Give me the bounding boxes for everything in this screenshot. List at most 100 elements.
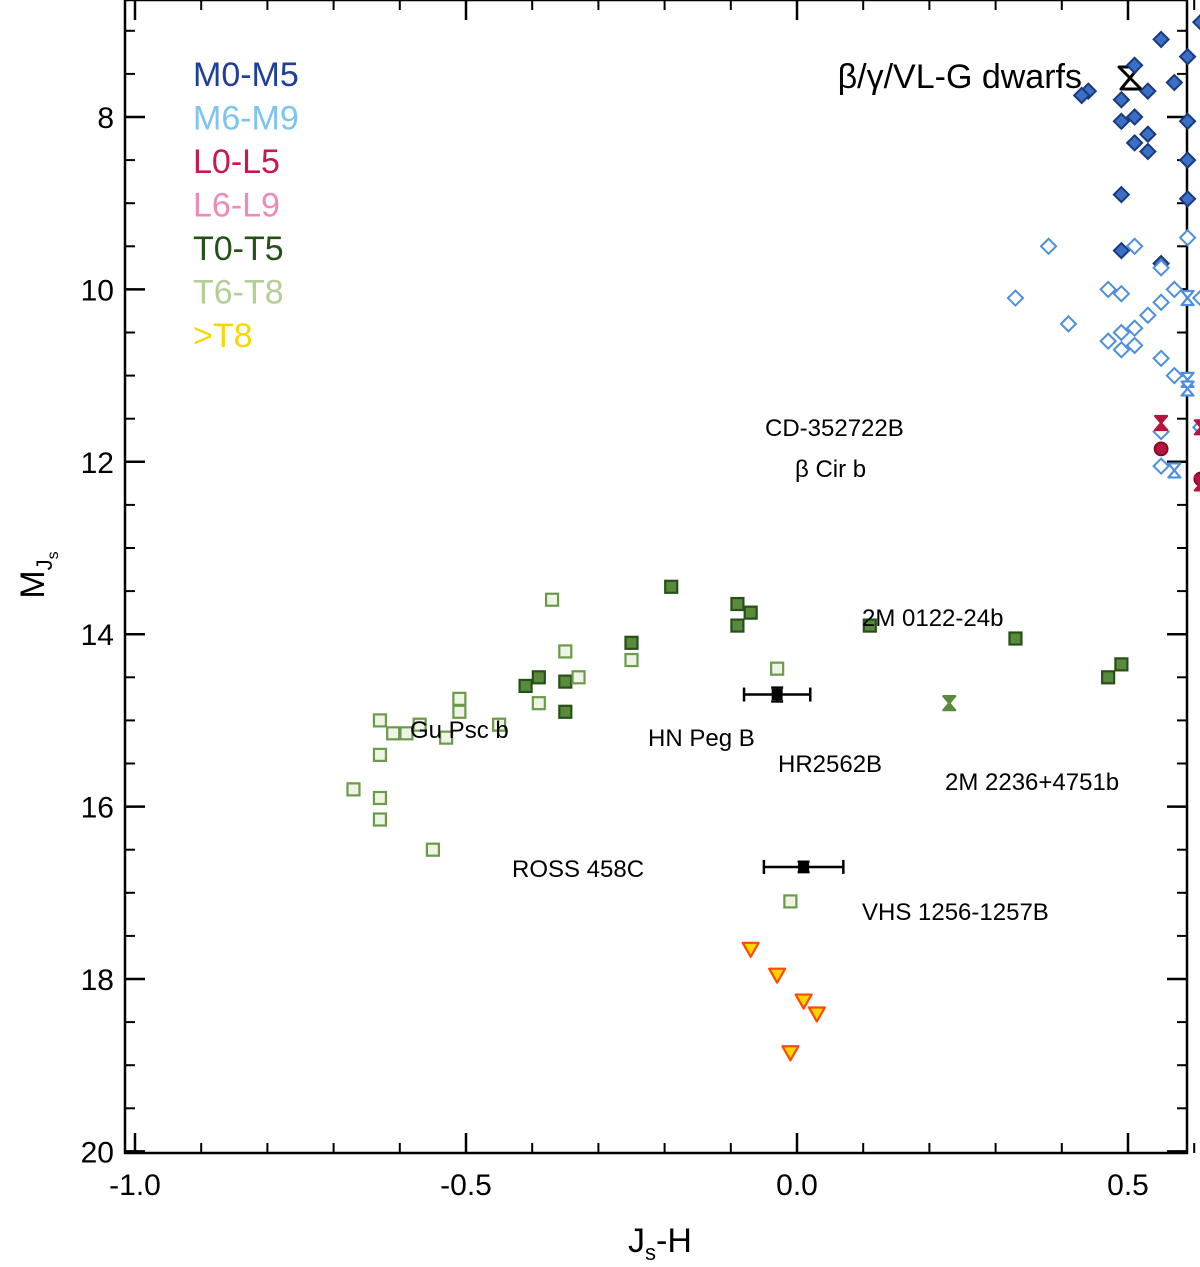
data-point xyxy=(412,717,427,732)
y-tick-label: 14 xyxy=(81,619,114,652)
data-point xyxy=(1114,657,1129,672)
data-point xyxy=(1152,457,1171,476)
data-point xyxy=(1125,336,1144,355)
data-point xyxy=(1125,108,1144,126)
data-point xyxy=(1125,133,1144,152)
data-point xyxy=(1112,241,1131,260)
vlg-point xyxy=(1180,289,1195,307)
companion-marker xyxy=(771,689,783,701)
plot-frame xyxy=(123,0,1189,1155)
data-point xyxy=(807,1006,826,1023)
legend-entry: L0-L5 xyxy=(193,143,280,181)
data-point xyxy=(1112,323,1131,342)
data-point xyxy=(1112,284,1131,303)
data-point xyxy=(1072,86,1091,105)
vlg-point xyxy=(1180,380,1195,397)
data-point xyxy=(1112,90,1131,109)
data-point xyxy=(544,592,560,607)
x-axis-title: Js-H xyxy=(628,1222,692,1265)
legend-entry: >T8 xyxy=(193,317,253,355)
data-point xyxy=(1039,237,1058,256)
data-point xyxy=(1125,319,1144,338)
data-point xyxy=(1112,185,1131,204)
data-point xyxy=(1125,56,1144,75)
data-point xyxy=(558,704,573,719)
data-point xyxy=(1101,670,1116,685)
data-point xyxy=(1112,112,1131,131)
data-point xyxy=(743,605,758,620)
data-point xyxy=(531,696,546,711)
data-point xyxy=(1191,289,1200,307)
data-point xyxy=(624,652,639,668)
companion-label: CD-352722B xyxy=(765,415,904,442)
y-axis-title: MJs xyxy=(14,551,62,598)
data-point xyxy=(741,941,760,958)
data-point xyxy=(1152,293,1171,312)
vlg-point xyxy=(942,695,957,712)
data-point xyxy=(1006,289,1025,307)
companion-label: HN Peg B xyxy=(648,725,755,752)
y-tick-label: 18 xyxy=(81,964,114,997)
data-point xyxy=(571,670,586,685)
data-point xyxy=(770,661,785,676)
data-point xyxy=(1178,151,1197,170)
symbol-legend-label: β/γ/VL-G dwarfs xyxy=(838,58,1082,96)
data-point xyxy=(1178,47,1197,66)
data-point xyxy=(783,894,798,909)
data-point xyxy=(1152,258,1171,277)
data-point xyxy=(1138,82,1157,101)
y-tick-label: 20 xyxy=(81,1136,114,1169)
data-point xyxy=(781,1045,800,1062)
data-point xyxy=(346,782,361,797)
highlight-label: HR2562B xyxy=(778,751,882,778)
data-point xyxy=(1008,631,1023,646)
data-point xyxy=(1165,280,1184,299)
data-point xyxy=(1138,125,1157,144)
spectral-type-legend: M0-M5 M6-M9 L0-L5 L6-L9 T0-T5 T6-T8 >T8 xyxy=(193,56,299,355)
data-point xyxy=(518,678,533,694)
data-point xyxy=(1138,306,1157,325)
data-point xyxy=(730,596,745,612)
x-tick-label: 0.0 xyxy=(776,1169,818,1202)
data-point xyxy=(1178,228,1197,247)
x-tick-label: 0.5 xyxy=(1107,1169,1149,1202)
companion-label: VHS 1256-1257B xyxy=(862,899,1049,926)
data-point xyxy=(1125,237,1144,256)
data-point xyxy=(1178,112,1197,131)
data-point xyxy=(372,713,388,728)
x-tick-label: -0.5 xyxy=(440,1169,492,1202)
data-point xyxy=(1178,189,1197,208)
y-tick-label: 16 xyxy=(81,792,114,825)
legend-entry: T6-T8 xyxy=(193,274,284,312)
legend-entry: L6-L9 xyxy=(193,187,280,225)
companion-marker xyxy=(798,861,810,873)
symbol-legend: β/γ/VL-G dwarfs xyxy=(838,58,1143,96)
legend-entry: M0-M5 xyxy=(193,56,299,94)
companion-label: 2M 0122-24b xyxy=(862,605,1003,632)
y-tick-label: 12 xyxy=(81,447,114,480)
x-tick-label: -1.0 xyxy=(109,1169,161,1202)
companion-label: ROSS 458C xyxy=(512,856,644,883)
data-point xyxy=(372,790,388,806)
vlg-dwarf-points xyxy=(942,289,1200,712)
data-point xyxy=(624,635,639,650)
data-point xyxy=(492,717,507,732)
data-point xyxy=(794,993,813,1010)
companion-objects: CD-352722B β Cir b 2M 0122-24b Gu Psc b HN P… xyxy=(410,415,1119,926)
data-point xyxy=(1099,280,1118,299)
data-point xyxy=(862,618,877,633)
y-tick-label: 8 xyxy=(97,102,114,135)
data-point xyxy=(452,704,467,719)
data-point xyxy=(664,579,679,594)
data-point xyxy=(386,726,401,741)
data-point xyxy=(558,644,573,659)
legend-entry: M6-M9 xyxy=(193,100,299,138)
data-point xyxy=(1138,142,1157,161)
data-point xyxy=(531,670,546,685)
data-point xyxy=(768,967,787,984)
axis-ticks xyxy=(125,0,1196,1153)
data-point xyxy=(1165,366,1184,385)
data-point xyxy=(1152,349,1171,368)
data-point xyxy=(425,842,440,857)
